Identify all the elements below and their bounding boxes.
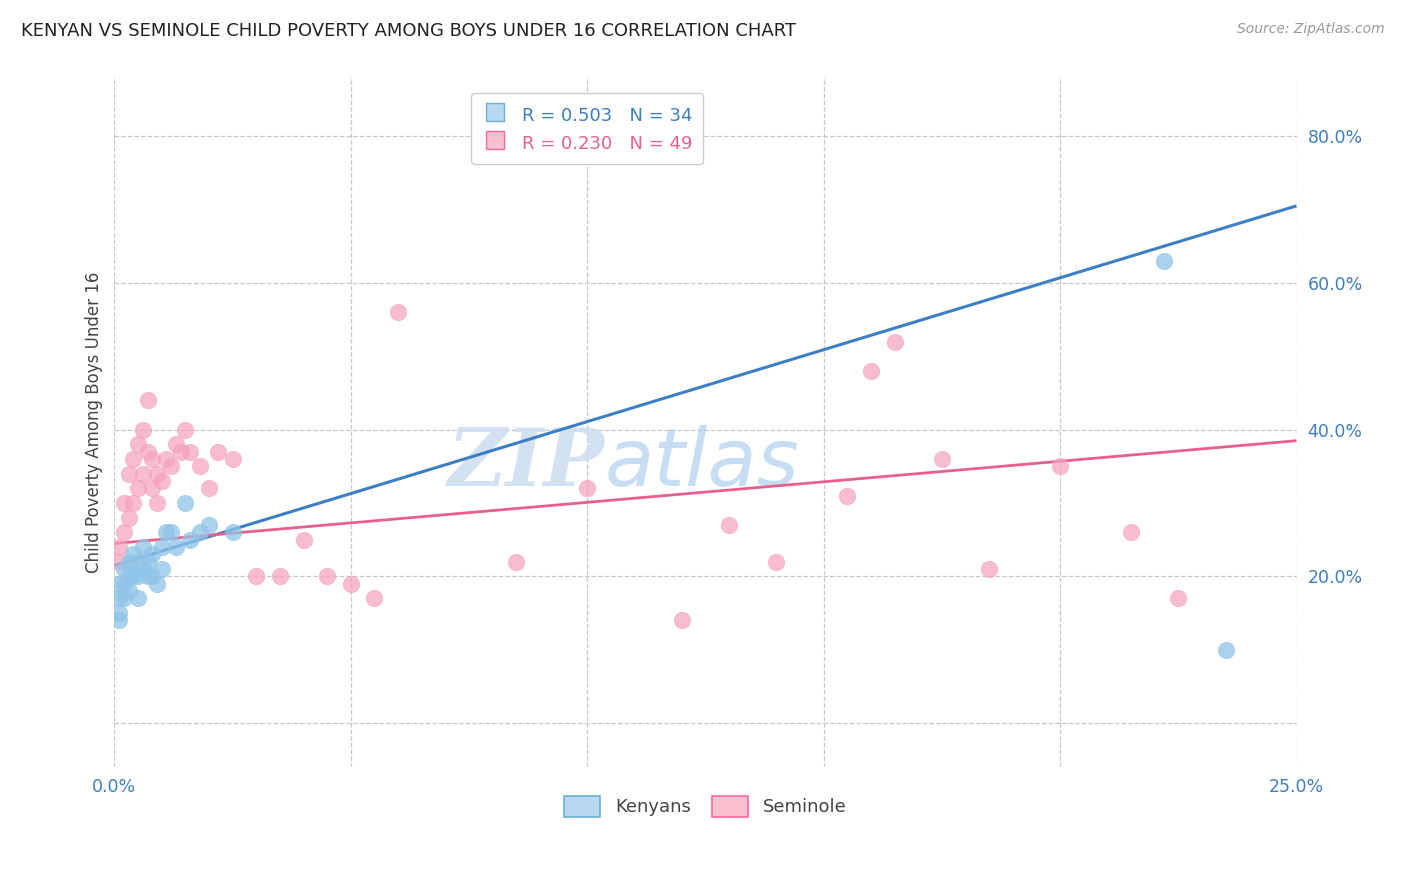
Point — [174, 423, 197, 437]
Point — [117, 584, 139, 599]
Point — [1153, 253, 1175, 268]
Point — [859, 364, 882, 378]
Point — [146, 467, 169, 481]
Y-axis label: Child Poverty Among Boys Under 16: Child Poverty Among Boys Under 16 — [86, 272, 103, 573]
Point — [671, 614, 693, 628]
Point — [112, 591, 135, 606]
Point — [127, 482, 149, 496]
Point — [340, 576, 363, 591]
Point — [979, 562, 1001, 576]
Point — [576, 482, 599, 496]
Point — [127, 591, 149, 606]
Point — [141, 482, 163, 496]
Point — [169, 444, 191, 458]
Point — [150, 562, 173, 576]
Point — [188, 525, 211, 540]
Point — [179, 533, 201, 547]
Point — [292, 533, 315, 547]
Point — [117, 467, 139, 481]
Point — [146, 576, 169, 591]
Legend: Kenyans, Seminole: Kenyans, Seminole — [557, 789, 853, 824]
Text: atlas: atlas — [605, 425, 800, 503]
Point — [165, 437, 187, 451]
Point — [207, 444, 229, 458]
Point — [387, 305, 409, 319]
Point — [112, 562, 135, 576]
Point — [122, 569, 145, 583]
Point — [1167, 591, 1189, 606]
Point — [112, 576, 135, 591]
Point — [127, 569, 149, 583]
Point — [117, 510, 139, 524]
Point — [132, 540, 155, 554]
Point — [136, 555, 159, 569]
Point — [174, 496, 197, 510]
Point — [112, 496, 135, 510]
Point — [136, 444, 159, 458]
Point — [188, 459, 211, 474]
Point — [160, 459, 183, 474]
Point — [718, 518, 741, 533]
Point — [141, 548, 163, 562]
Point — [1119, 525, 1142, 540]
Point — [1049, 459, 1071, 474]
Point — [165, 540, 187, 554]
Point — [122, 452, 145, 467]
Point — [136, 393, 159, 408]
Point — [127, 555, 149, 569]
Point — [141, 452, 163, 467]
Point — [837, 489, 859, 503]
Point — [141, 569, 163, 583]
Point — [316, 569, 339, 583]
Point — [136, 569, 159, 583]
Point — [155, 525, 177, 540]
Point — [765, 555, 787, 569]
Point — [117, 555, 139, 569]
Point — [117, 569, 139, 583]
Point — [150, 540, 173, 554]
Point — [132, 423, 155, 437]
Point — [132, 467, 155, 481]
Point — [363, 591, 385, 606]
Point — [883, 334, 905, 349]
Point — [146, 496, 169, 510]
Point — [160, 525, 183, 540]
Point — [150, 474, 173, 488]
Point — [108, 555, 131, 569]
Point — [108, 614, 131, 628]
Point — [108, 606, 131, 620]
Point — [931, 452, 953, 467]
Point — [132, 562, 155, 576]
Point — [245, 569, 267, 583]
Point — [221, 525, 243, 540]
Point — [155, 452, 177, 467]
Point — [269, 569, 291, 583]
Point — [108, 540, 131, 554]
Text: KENYAN VS SEMINOLE CHILD POVERTY AMONG BOYS UNDER 16 CORRELATION CHART: KENYAN VS SEMINOLE CHILD POVERTY AMONG B… — [21, 22, 796, 40]
Point — [221, 452, 243, 467]
Point — [1215, 643, 1237, 657]
Text: Source: ZipAtlas.com: Source: ZipAtlas.com — [1237, 22, 1385, 37]
Point — [198, 482, 221, 496]
Text: ZIP: ZIP — [449, 425, 605, 502]
Point — [108, 591, 131, 606]
Point — [122, 496, 145, 510]
Point — [122, 548, 145, 562]
Point — [127, 437, 149, 451]
Point — [112, 525, 135, 540]
Point — [198, 518, 221, 533]
Point — [179, 444, 201, 458]
Point — [108, 576, 131, 591]
Point — [505, 555, 527, 569]
